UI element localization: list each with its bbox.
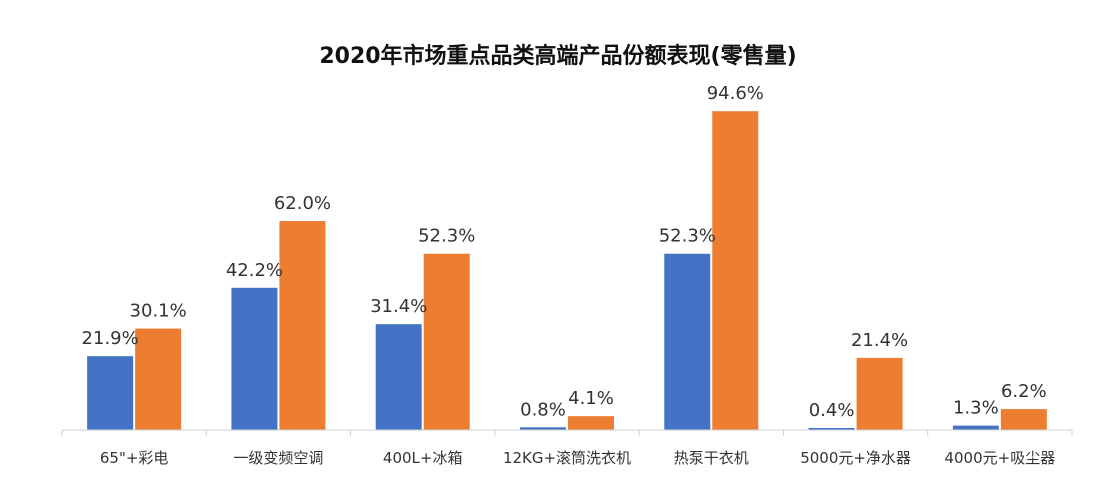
bar-series-2-2 <box>423 253 470 430</box>
value-label-series-2-1: 62.0% <box>274 193 331 214</box>
category-label-1: 一级变频空调 <box>233 449 323 467</box>
value-label-series-2-3: 4.1% <box>568 388 614 409</box>
value-label-series-2-4: 94.6% <box>707 83 764 104</box>
bar-series-1-4 <box>664 253 711 430</box>
bar-series-2-1 <box>279 221 326 430</box>
bar-series-2-4 <box>712 111 759 430</box>
value-label-series-1-2: 31.4% <box>370 296 427 317</box>
bar-series-1-5 <box>808 428 855 430</box>
bar-series-1-1 <box>231 287 278 430</box>
x-axis-ticks <box>61 430 1073 436</box>
value-label-series-1-1: 42.2% <box>226 260 283 281</box>
bars-layer <box>87 111 1047 430</box>
value-label-series-1-3: 0.8% <box>520 399 566 420</box>
category-labels: 65"+彩电 一级变频空调 400L+冰箱 12KG+滚筒洗衣机 热泵干衣机 5000元+… <box>100 449 1055 467</box>
value-label-series-1-4: 52.3% <box>659 226 716 247</box>
bar-series-1-0 <box>87 356 134 430</box>
category-label-5: 5000元+净水器 <box>800 449 911 467</box>
bar-series-1-6 <box>952 425 999 430</box>
category-label-3: 12KG+滚筒洗衣机 <box>503 449 631 467</box>
value-label-series-1-5: 0.4% <box>809 400 855 421</box>
category-label-0: 65"+彩电 <box>100 449 169 467</box>
value-label-series-2-5: 21.4% <box>851 330 908 351</box>
value-label-series-2-6: 6.2% <box>1001 381 1047 402</box>
bar-series-2-0 <box>135 328 182 430</box>
bar-series-1-3 <box>520 427 566 430</box>
category-label-2: 400L+冰箱 <box>383 449 463 467</box>
bar-series-1-2 <box>375 324 422 430</box>
value-label-series-2-0: 30.1% <box>130 301 187 322</box>
category-label-4: 热泵干衣机 <box>674 449 749 467</box>
bar-series-2-3 <box>568 416 614 430</box>
bar-series-2-6 <box>1000 409 1047 430</box>
chart-title: 2020年市场重点品类高端产品份额表现(零售量) <box>319 44 797 69</box>
bar-series-2-5 <box>856 357 903 430</box>
category-label-6: 4000元+吸尘器 <box>944 449 1055 467</box>
value-label-series-1-0: 21.9% <box>82 328 139 349</box>
value-label-series-2-2: 52.3% <box>418 226 475 247</box>
value-label-series-1-6: 1.3% <box>953 398 999 419</box>
value-labels: 21.9% 30.1% 42.2% 62.0% 31.4% 52.3% 0.8%4.1% 52… <box>82 83 1047 421</box>
